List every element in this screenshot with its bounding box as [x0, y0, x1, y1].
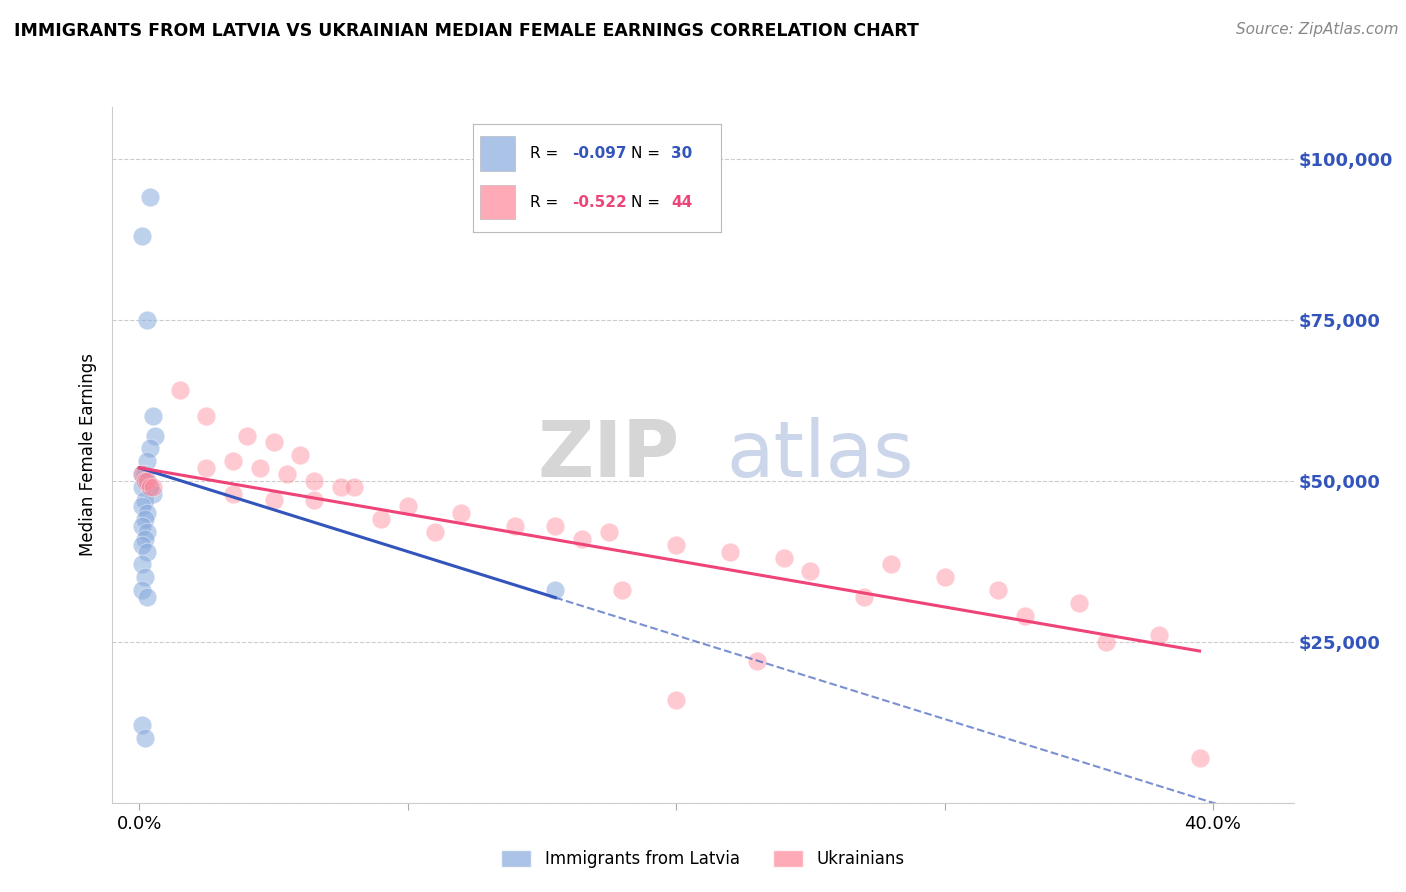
Point [134, 570, 156, 584]
Text: Source: ZipAtlas.com: Source: ZipAtlas.com [1236, 22, 1399, 37]
Point [136, 544, 159, 558]
Point [136, 525, 159, 540]
Point [263, 493, 285, 508]
Point [169, 384, 191, 398]
Point [134, 512, 156, 526]
Point [1188, 750, 1211, 764]
Point [142, 486, 165, 500]
Point [131, 583, 153, 598]
Point [1149, 628, 1171, 642]
Point [343, 480, 366, 494]
Point [134, 532, 156, 546]
Point [235, 428, 257, 442]
Point [139, 480, 162, 494]
Point [195, 460, 218, 475]
Text: IMMIGRANTS FROM LATVIA VS UKRAINIAN MEDIAN FEMALE EARNINGS CORRELATION CHART: IMMIGRANTS FROM LATVIA VS UKRAINIAN MEDI… [14, 22, 920, 40]
Point [139, 190, 162, 204]
Point [136, 474, 159, 488]
Y-axis label: Median Female Earnings: Median Female Earnings [79, 353, 97, 557]
Point [302, 493, 325, 508]
Text: atlas: atlas [727, 417, 914, 493]
Point [131, 480, 153, 494]
Point [880, 558, 903, 572]
Point [598, 525, 620, 540]
Point [1014, 609, 1036, 624]
Point [136, 590, 159, 604]
Point [745, 654, 768, 668]
Point [772, 551, 794, 566]
Legend: Immigrants from Latvia, Ukrainians: Immigrants from Latvia, Ukrainians [495, 843, 911, 874]
Point [222, 486, 245, 500]
Point [131, 500, 153, 514]
Point [249, 460, 271, 475]
Point [263, 435, 285, 450]
Point [544, 583, 567, 598]
Point [718, 544, 741, 558]
Point [276, 467, 298, 482]
Point [134, 474, 156, 488]
Point [131, 467, 153, 482]
Point [329, 480, 352, 494]
Point [571, 532, 593, 546]
Point [131, 538, 153, 552]
Point [136, 454, 159, 468]
Point [544, 518, 567, 533]
Point [503, 518, 526, 533]
Point [302, 474, 325, 488]
Point [142, 480, 165, 494]
Point [139, 480, 162, 494]
Point [134, 467, 156, 482]
Point [987, 583, 1010, 598]
Point [450, 506, 472, 520]
Point [195, 409, 218, 424]
Text: ZIP: ZIP [537, 417, 679, 493]
Point [222, 454, 245, 468]
Point [665, 692, 688, 706]
Point [423, 525, 446, 540]
Point [934, 570, 956, 584]
Point [145, 428, 167, 442]
Point [136, 312, 159, 326]
Point [134, 731, 156, 746]
Point [396, 500, 419, 514]
Point [665, 538, 688, 552]
Point [370, 512, 392, 526]
Point [142, 409, 165, 424]
Point [131, 518, 153, 533]
Point [134, 474, 156, 488]
Point [1094, 634, 1116, 648]
Point [136, 506, 159, 520]
Point [131, 467, 153, 482]
Point [1067, 596, 1090, 610]
Point [134, 493, 156, 508]
Point [139, 442, 162, 456]
Point [136, 474, 159, 488]
Point [612, 583, 634, 598]
Point [131, 718, 153, 732]
Point [799, 564, 821, 578]
Point [853, 590, 876, 604]
Point [131, 228, 153, 243]
Point [131, 558, 153, 572]
Point [290, 448, 312, 462]
